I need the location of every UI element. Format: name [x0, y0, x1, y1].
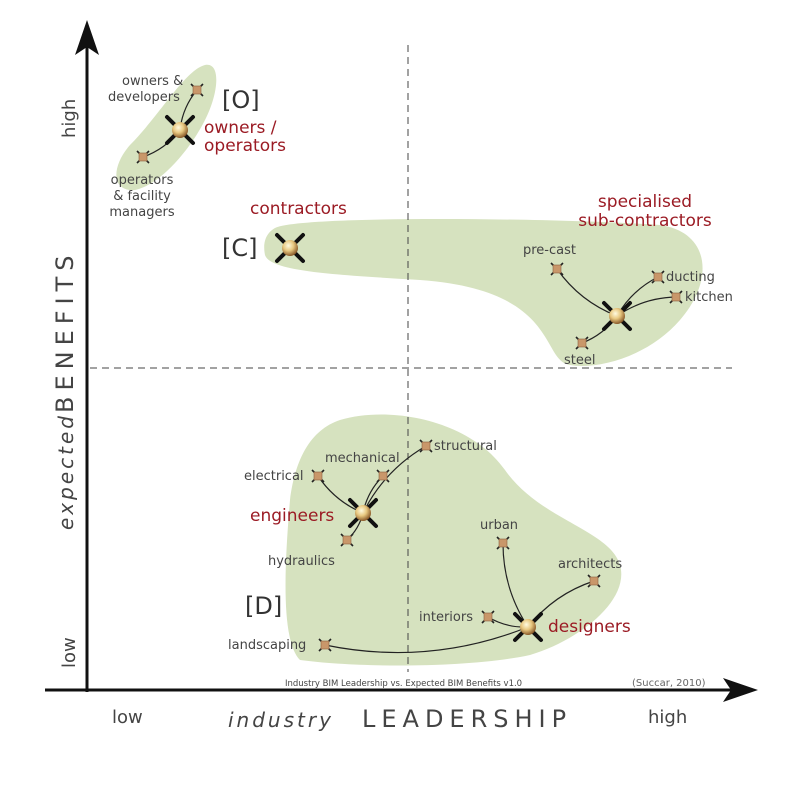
designers-bracket: [D]	[245, 592, 282, 620]
member-node-pre-cast	[550, 262, 564, 276]
contractors-bracket: [C]	[222, 234, 257, 262]
owners-bracket: [O]	[222, 86, 260, 114]
hub-node-eng	[348, 498, 378, 528]
member-node-landscaping	[318, 638, 332, 652]
y-axis-title: expected BENEFITS	[51, 249, 79, 530]
hub-node-sub	[602, 301, 632, 331]
member-node-kitchen	[669, 290, 683, 304]
y-title-italic: expected	[54, 413, 78, 530]
member-node-ducting	[651, 270, 665, 284]
y-high-label: high	[59, 99, 80, 138]
x-high-label: high	[648, 707, 687, 728]
member-node-interiors	[481, 610, 495, 624]
hub-node-des	[513, 612, 543, 642]
owners-title-1: owners /	[204, 118, 277, 138]
link-urban	[502, 542, 529, 628]
label-urban: urban	[480, 518, 518, 533]
hub-node-contractors	[275, 233, 305, 263]
caption: Industry BIM Leadership vs. Expected BIM…	[285, 679, 522, 689]
member-node-electrical	[311, 469, 325, 483]
label-kitchen: kitchen	[685, 290, 733, 305]
label-operators-3: managers	[109, 205, 174, 220]
nodes	[136, 83, 683, 652]
y-title-caps: BENEFITS	[51, 249, 79, 413]
member-node-owners-developers	[190, 83, 204, 97]
subcontractors-title-2: sub-contractors	[578, 211, 712, 231]
designers-title: designers	[548, 617, 631, 637]
link-structural	[362, 445, 427, 514]
label-owners-developers-1: owners &	[122, 74, 183, 89]
hub-node-owners	[165, 115, 195, 145]
engineers-title: engineers	[250, 506, 334, 526]
label-hydraulics: hydraulics	[268, 554, 335, 569]
subcontractors-title-1: specialised	[598, 192, 692, 212]
contractors-cluster	[264, 219, 703, 366]
x-axis-arrow	[723, 678, 758, 702]
x-title-caps: LEADERSHIP	[362, 705, 572, 733]
owners-title-2: operators	[204, 136, 286, 156]
label-pre-cast: pre-cast	[523, 243, 576, 258]
contractors-title: contractors	[250, 199, 347, 219]
member-node-urban	[496, 536, 510, 550]
y-axis-arrow	[75, 20, 99, 55]
x-low-label: low	[112, 707, 143, 728]
link-landscaping	[324, 626, 529, 654]
member-node-structural	[419, 439, 433, 453]
label-mechanical: mechanical	[325, 451, 400, 466]
label-operators-1: operators	[111, 173, 174, 188]
member-node-hydraulics	[340, 533, 354, 547]
label-ducting: ducting	[666, 270, 715, 285]
label-operators-2: & facility	[113, 189, 171, 204]
label-interiors: interiors	[419, 610, 473, 625]
designers-engineers-cluster	[285, 414, 622, 666]
label-structural: structural	[434, 439, 497, 454]
label-owners-developers-2: developers	[108, 90, 180, 105]
credit: (Succar, 2010)	[632, 678, 706, 689]
member-node-steel	[575, 336, 589, 350]
member-node-operators	[136, 150, 150, 164]
y-low-label: low	[59, 637, 80, 668]
label-landscaping: landscaping	[228, 638, 306, 653]
label-architects: architects	[558, 557, 622, 572]
member-node-architects	[587, 574, 601, 588]
member-node-mechanical	[376, 469, 390, 483]
label-steel: steel	[564, 353, 595, 368]
label-electrical: electrical	[244, 469, 304, 484]
x-title-italic: industry	[228, 708, 334, 732]
